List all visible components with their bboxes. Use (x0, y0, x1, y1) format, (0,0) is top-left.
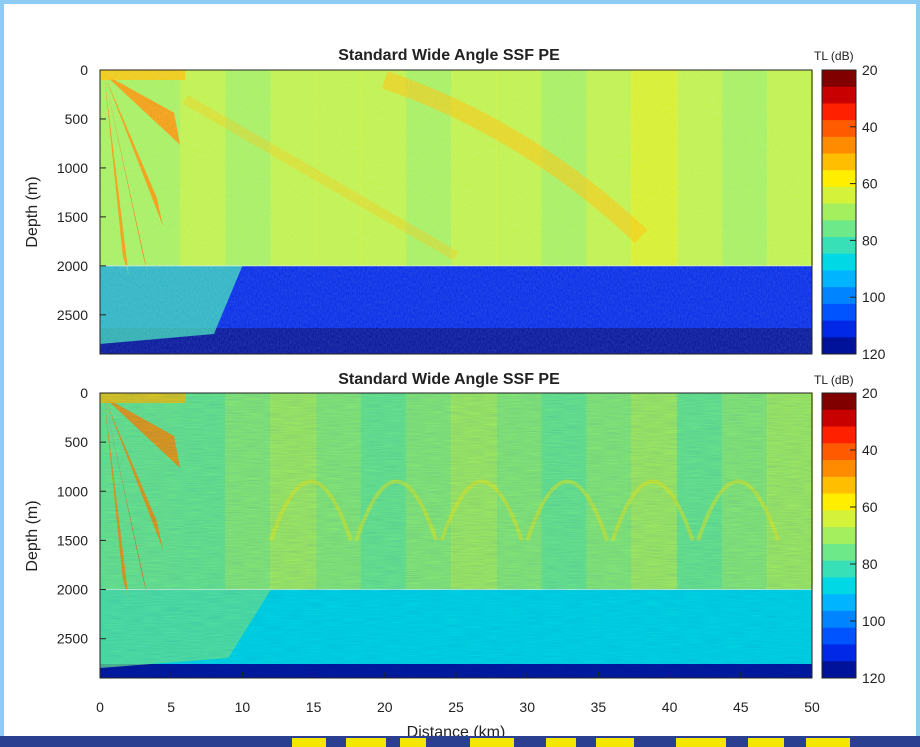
x-tick-label: 15 (306, 699, 322, 715)
colorbar-tick-label: 80 (862, 556, 878, 572)
banner-mark (292, 738, 326, 747)
y-axis-label: Depth (m) (24, 500, 41, 571)
colorbar-segment (822, 337, 856, 355)
colorbar-segment (822, 320, 856, 338)
colorbar-segment (822, 186, 856, 205)
banner-mark (676, 738, 726, 747)
y-tick-labels: 0 500 1000 1500 2000 2500 (57, 62, 106, 323)
colorbar-segment (822, 543, 856, 562)
y-tick-label: 2000 (57, 582, 88, 598)
banner-mark (806, 738, 850, 747)
colorbar-segment (822, 253, 856, 271)
colorbar-segment (822, 287, 856, 305)
banner-mark (596, 738, 634, 747)
plot-axes-box (99, 69, 813, 355)
banner-mark (748, 738, 784, 747)
heatmap-grain (100, 70, 812, 354)
colorbar-segment (822, 103, 856, 121)
colorbar-segment (822, 493, 856, 511)
top-panel: Standard Wide Angle SSF PE 0 500 1000 1500 2… (24, 47, 886, 362)
colorbar-tick-label: 120 (862, 346, 886, 362)
colorbar-segment (822, 560, 856, 578)
bottom-panel: Standard Wide Angle SSF PE 0500100015002… (24, 371, 886, 741)
colorbar: 20 40 60 80 100 120 (821, 62, 886, 362)
colorbar-frame (821, 392, 857, 679)
colorbar-segment (822, 136, 856, 155)
banner-mark (346, 738, 386, 747)
colorbar-segment (822, 409, 856, 428)
colorbar-tick-label: 100 (862, 613, 886, 629)
y-axis-label: Depth (m) (24, 176, 41, 247)
colorbar-tick-label: 80 (862, 232, 878, 248)
y-tick-label: 2500 (57, 307, 88, 323)
colorbar-segment (822, 203, 856, 221)
colorbar-tick-label: 40 (862, 442, 878, 458)
x-tick-label: 25 (448, 699, 464, 715)
x-tick-label: 45 (733, 699, 749, 715)
colorbar-label: TL (dB) (814, 49, 854, 63)
figure: Standard Wide Angle SSF PE 0500100015002… (24, 47, 886, 741)
colorbar-tick-label: 60 (862, 499, 878, 515)
colorbar-segment (822, 443, 856, 461)
colorbar-segment (822, 303, 856, 322)
colorbar-segment (822, 220, 856, 238)
banner-mark (546, 738, 576, 747)
colorbar-segment (822, 594, 856, 612)
colorbar-segment (822, 170, 856, 188)
colorbar-segment (822, 627, 856, 645)
chart-title: Standard Wide Angle SSF PE (338, 371, 560, 388)
colorbar-segment (822, 237, 856, 255)
colorbar-tick-label: 120 (862, 670, 886, 686)
x-tick-label: 10 (235, 699, 251, 715)
colorbar-label: TL (dB) (814, 373, 854, 387)
y-tick-label: 2500 (57, 631, 88, 647)
colorbar-tick-label: 40 (862, 119, 878, 135)
x-tick-labels: 0 5 10 15 20 25 30 35 40 45 50 (96, 672, 820, 715)
colorbar-segment (822, 610, 856, 629)
colorbar-segment (822, 70, 856, 88)
colorbar-segment (822, 577, 856, 595)
y-tick-label: 2000 (57, 258, 88, 274)
colorbar-segment (822, 393, 856, 411)
x-tick-label: 35 (591, 699, 607, 715)
x-tick-label: 50 (804, 699, 820, 715)
colorbar-segment (822, 661, 856, 679)
colorbar-segment (822, 270, 856, 288)
colorbar-tick-label: 100 (862, 289, 886, 305)
y-tick-label: 500 (65, 111, 89, 127)
bottom-banner-strip (0, 736, 920, 747)
colorbar-segment (822, 426, 856, 444)
y-tick-label: 1000 (57, 160, 88, 176)
colorbar-segment (822, 644, 856, 662)
banner-mark (400, 738, 426, 747)
colorbar-segment (822, 510, 856, 528)
chart-title: Standard Wide Angle SSF PE (338, 47, 560, 64)
y-tick-labels: 0 500 1000 1500 2000 2500 (57, 385, 106, 647)
y-tick-label: 500 (65, 434, 89, 450)
colorbar: 20 40 60 80 100 120 (821, 385, 886, 686)
colorbar-tick-label: 20 (862, 385, 878, 401)
y-tick-label: 0 (80, 62, 88, 78)
y-tick-label: 1500 (57, 209, 88, 225)
colorbar-segment (822, 527, 856, 545)
y-tick-label: 1000 (57, 483, 88, 499)
heatmap-grain (100, 393, 812, 678)
y-tick-label: 1500 (57, 532, 88, 548)
x-tick-label: 20 (377, 699, 393, 715)
x-tick-label: 40 (662, 699, 678, 715)
colorbar-segment (822, 476, 856, 495)
colorbar-tick-label: 60 (862, 176, 878, 192)
colorbar-segment (822, 153, 856, 171)
figure-frame: Standard Wide Angle SSF PE 0 500 1000 1500 2… (4, 4, 916, 743)
colorbar-segment (822, 86, 856, 104)
colorbar-frame (821, 69, 857, 355)
y-tick-label: 0 (80, 385, 88, 401)
x-tick-label: 30 (519, 699, 535, 715)
x-tick-label: 5 (167, 699, 175, 715)
colorbar-segment (822, 460, 856, 478)
banner-mark (470, 738, 514, 747)
x-tick-label: 0 (96, 699, 104, 715)
colorbar-segment (822, 120, 856, 138)
colorbar-tick-label: 20 (862, 62, 878, 78)
